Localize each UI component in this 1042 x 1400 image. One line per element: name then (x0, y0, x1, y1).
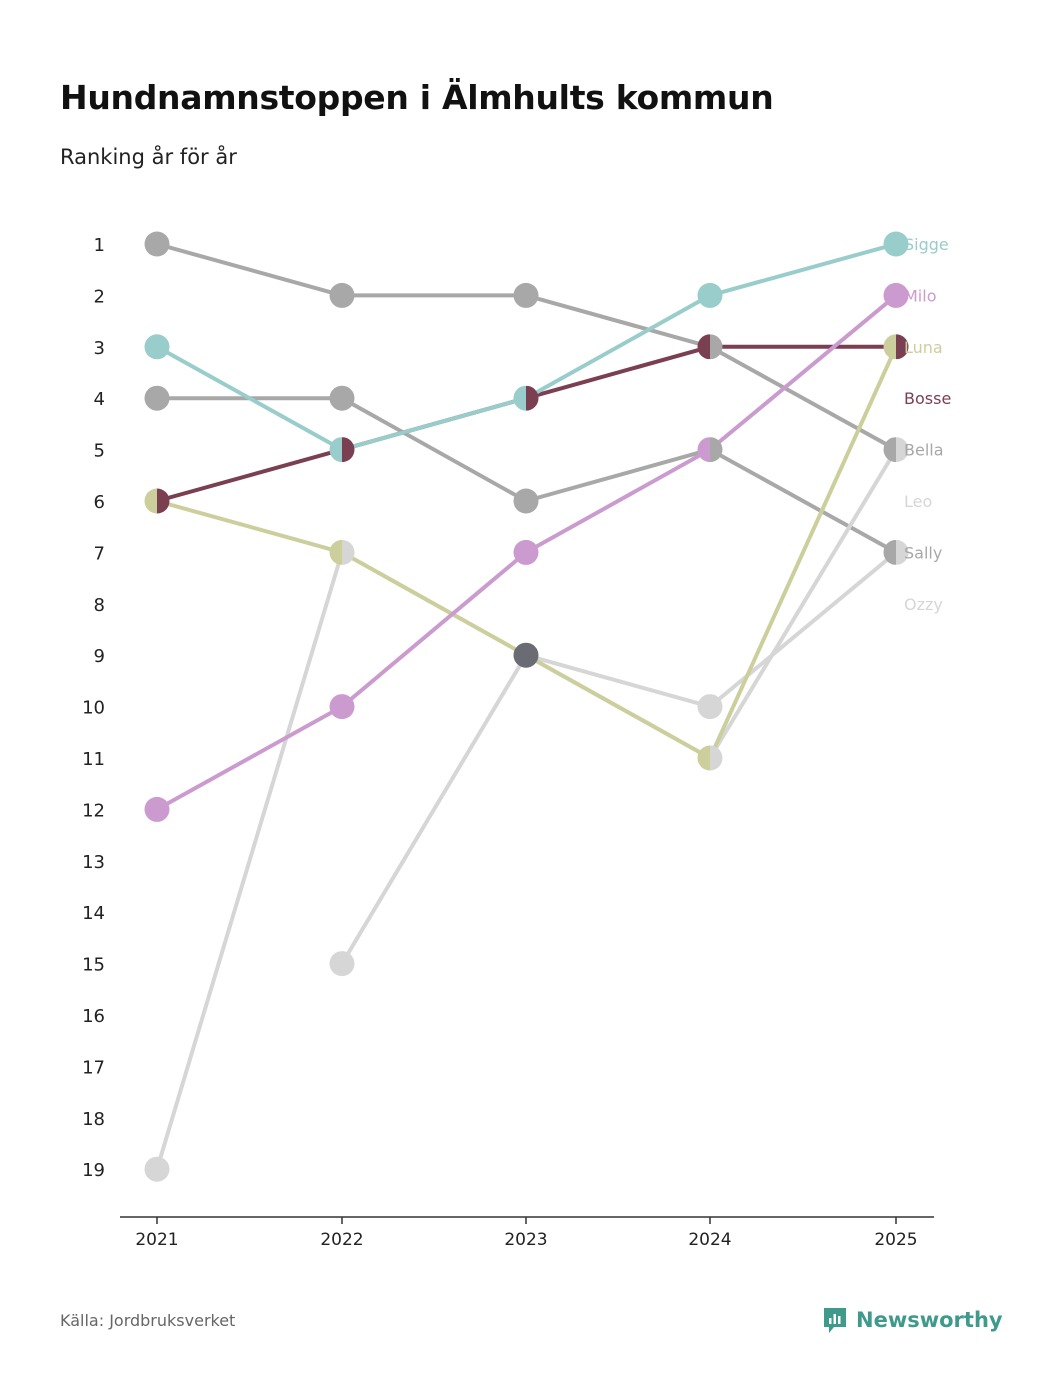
point-bosse (697, 334, 710, 360)
y-tick-label: 11 (82, 749, 105, 770)
point-bella (710, 334, 723, 360)
point-leo (342, 539, 355, 565)
point-leo (896, 437, 909, 463)
point-milo (513, 539, 539, 565)
y-tick-label: 7 (94, 543, 105, 564)
series-label-ozzy: Ozzy (904, 595, 943, 614)
point-bella (513, 282, 539, 308)
brand-name: Newsworthy (856, 1308, 1003, 1332)
series-label-milo: Milo (904, 286, 936, 305)
y-tick-label: 14 (82, 903, 105, 924)
y-tick-label: 17 (82, 1057, 105, 1078)
point-luna (144, 488, 157, 514)
point-ozzy (697, 694, 723, 720)
series-label-bella: Bella (904, 441, 944, 460)
source-note: Källa: Jordbruksverket (60, 1311, 236, 1330)
x-tick-label: 2025 (874, 1230, 917, 1250)
point-milo (883, 282, 909, 308)
point-bosse (342, 437, 355, 463)
series-label-sally: Sally (904, 543, 942, 562)
series-line-sally (157, 396, 897, 555)
point-leo (710, 745, 723, 771)
point-bella (883, 437, 896, 463)
series-points (144, 231, 909, 1182)
x-tick-label: 2021 (135, 1230, 178, 1250)
newsworthy-logo-icon (824, 1308, 846, 1333)
y-tick-label: 19 (82, 1160, 105, 1181)
y-tick-label: 15 (82, 955, 105, 976)
point-bosse (526, 385, 539, 411)
point-bosse (157, 488, 170, 514)
x-tick-label: 2023 (504, 1230, 547, 1250)
point-luna (329, 539, 342, 565)
series-label-bosse: Bosse (904, 389, 951, 408)
y-tick-label: 8 (94, 595, 105, 616)
y-tick-label: 4 (94, 389, 105, 410)
point-sally (883, 539, 896, 565)
series-lines (155, 242, 898, 1170)
point-luna (697, 745, 710, 771)
point-milo (329, 694, 355, 720)
point-sigge (697, 282, 723, 308)
point-ozzy (896, 539, 909, 565)
point-leo (144, 1156, 170, 1182)
y-tick-label: 6 (94, 492, 105, 513)
point-milo (697, 437, 710, 463)
point-sigge (329, 437, 342, 463)
point-sally (513, 488, 539, 514)
y-tick-label: 18 (82, 1109, 105, 1130)
y-tick-label: 16 (82, 1006, 105, 1027)
point-luna-leo-ozzy (513, 642, 539, 668)
x-axis: 2021 2022 2023 2024 2025 (120, 1216, 934, 1250)
point-bella (144, 231, 170, 257)
chart-subtitle: Ranking år för år (60, 145, 237, 169)
point-sigge (513, 385, 526, 411)
series-label-sigge: Sigge (904, 235, 949, 254)
y-tick-label: 5 (94, 441, 105, 462)
point-milo (144, 796, 170, 822)
series-label-luna: Luna (904, 338, 943, 357)
point-sigge (883, 231, 909, 257)
point-bosse (896, 334, 909, 360)
y-tick-label: 12 (82, 800, 105, 821)
series-labels: Sigge Milo Luna Bosse Bella Leo Sally Ozzy (904, 235, 951, 614)
series-line-ozzy (340, 550, 898, 965)
point-bella (329, 282, 355, 308)
series-label-leo: Leo (904, 492, 932, 511)
chart-title: Hundnamnstoppen i Älmhults kommun (60, 78, 774, 117)
y-tick-label: 9 (94, 646, 105, 667)
point-sally (329, 385, 355, 411)
y-tick-label: 2 (94, 286, 105, 307)
y-tick-label: 10 (82, 698, 105, 719)
x-tick-label: 2022 (320, 1230, 363, 1250)
point-sally (144, 385, 170, 411)
y-tick-label: 3 (94, 338, 105, 359)
y-tick-label: 13 (82, 852, 105, 873)
point-sally (710, 437, 723, 463)
x-tick-label: 2024 (688, 1230, 731, 1250)
y-tick-label: 1 (94, 235, 105, 256)
point-sigge (144, 334, 170, 360)
brand-logo[interactable]: Newsworthy (822, 1305, 1003, 1335)
series-line-bosse (156, 344, 896, 503)
point-ozzy (329, 951, 355, 977)
point-luna (883, 334, 896, 360)
